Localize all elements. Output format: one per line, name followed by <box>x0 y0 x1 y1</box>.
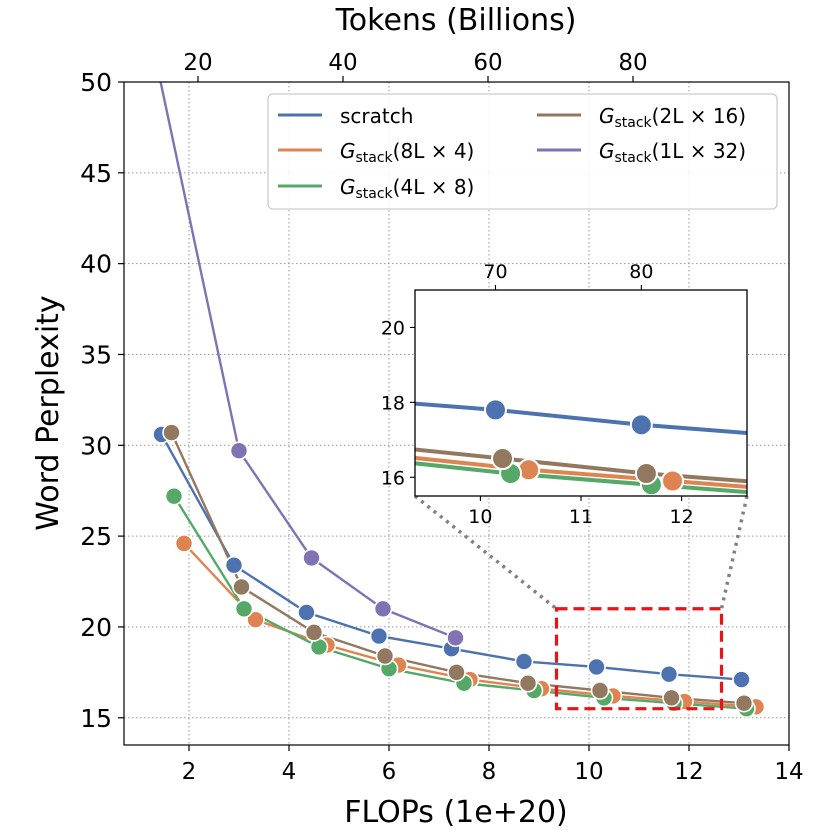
legend: scratch Gstack(8L × 4) Gstack(4L × 8) Gstac… <box>267 93 778 210</box>
data-point <box>302 548 321 568</box>
data-point <box>246 610 265 629</box>
data-point <box>304 623 324 642</box>
inset-series-line <box>415 461 747 495</box>
top-x-tick-label: 40 <box>328 50 357 76</box>
data-point <box>297 603 316 622</box>
inset-x-tick-label: 11 <box>569 506 593 528</box>
data-point <box>659 664 679 684</box>
x-tick-label: 2 <box>182 759 197 785</box>
x-axis-label: FLOPs (1e+20) <box>344 795 568 830</box>
x-tick-label: 4 <box>282 759 297 785</box>
y-tick-label: 25 <box>80 522 112 551</box>
y-tick-label: 20 <box>80 613 112 642</box>
inset-x-tick-label: 10 <box>468 506 492 528</box>
inset-data-point <box>491 447 515 471</box>
data-point <box>590 681 610 700</box>
inset-data-point <box>483 398 507 422</box>
inset-x-tick-label: 12 <box>670 506 694 528</box>
data-point <box>369 626 389 646</box>
y-tick-label: 35 <box>80 340 112 369</box>
data-point <box>732 670 751 689</box>
data-point <box>229 441 249 461</box>
data-point <box>162 423 181 442</box>
inset-data-point <box>634 462 658 486</box>
inset-plot: 10 11 12 16 18 20 70 80 <box>67 261 827 528</box>
inset-series-line <box>415 401 747 435</box>
data-point <box>232 577 251 597</box>
zoom-connector <box>719 495 749 610</box>
data-point <box>174 534 194 553</box>
data-point <box>224 555 244 575</box>
inset-data-point <box>661 469 685 493</box>
series-group <box>152 82 766 718</box>
inset-y-tick-label: 18 <box>381 392 405 414</box>
x-tick-label: 8 <box>482 759 497 785</box>
inset-top-x-tick-label: 70 <box>483 261 507 283</box>
y-tick-label: 50 <box>80 68 112 97</box>
inset-series-line <box>415 447 747 484</box>
x-tick-label: 14 <box>774 759 803 785</box>
x-tick-label: 12 <box>674 759 703 785</box>
inset-data-point <box>629 413 653 437</box>
y-tick-label: 15 <box>80 704 112 733</box>
data-point <box>447 663 466 682</box>
inset-y-tick-label: 16 <box>381 467 405 489</box>
top-x-axis-label: Tokens (Billions) <box>335 3 577 38</box>
plot-frame <box>123 81 790 746</box>
legend-label: Gstack(2L × 16) <box>599 104 746 131</box>
y-axis-label: Word Perplexity <box>31 295 66 530</box>
x-tick-label: 6 <box>382 759 397 785</box>
inset-data-point <box>787 486 808 507</box>
zoom-region <box>554 607 724 711</box>
legend-label: Gstack(4L × 8) <box>340 175 474 202</box>
data-point <box>375 646 395 666</box>
legend-label: Gstack(8L × 4) <box>340 139 474 166</box>
zoom-connector <box>413 494 558 611</box>
legend-label: scratch <box>340 104 413 128</box>
y-tick-label: 40 <box>80 250 112 279</box>
inset-series <box>67 396 827 507</box>
inset-y-tick-label: 20 <box>381 317 405 339</box>
data-point <box>234 599 254 619</box>
legend-label: Gstack(1L × 32) <box>599 139 746 166</box>
data-point <box>734 693 754 713</box>
data-point <box>164 486 184 506</box>
inset-data-point <box>67 403 88 424</box>
inset-data-point <box>87 396 108 417</box>
data-point <box>514 652 534 671</box>
data-point <box>373 599 393 619</box>
legend-box <box>267 93 778 210</box>
data-point <box>662 688 681 708</box>
zoom-indicator <box>413 494 749 711</box>
y-tick-label: 45 <box>80 159 112 188</box>
y-tick-label: 30 <box>80 431 112 460</box>
x-tick-label: 10 <box>574 759 603 785</box>
top-x-tick-label: 20 <box>183 50 212 76</box>
data-point <box>587 657 606 677</box>
data-point <box>446 628 465 648</box>
data-point <box>518 673 538 693</box>
inset-data-point <box>806 482 827 503</box>
inset-background <box>415 290 747 496</box>
top-x-tick-label: 60 <box>473 50 502 76</box>
inset-series-line <box>415 455 747 489</box>
inset-top-x-tick-label: 80 <box>629 261 653 283</box>
axes: 2 4 6 8 10 12 14 15 20 25 30 35 40 45 50 20 40 60 80 <box>80 50 803 785</box>
top-x-tick-label: 80 <box>618 50 647 76</box>
